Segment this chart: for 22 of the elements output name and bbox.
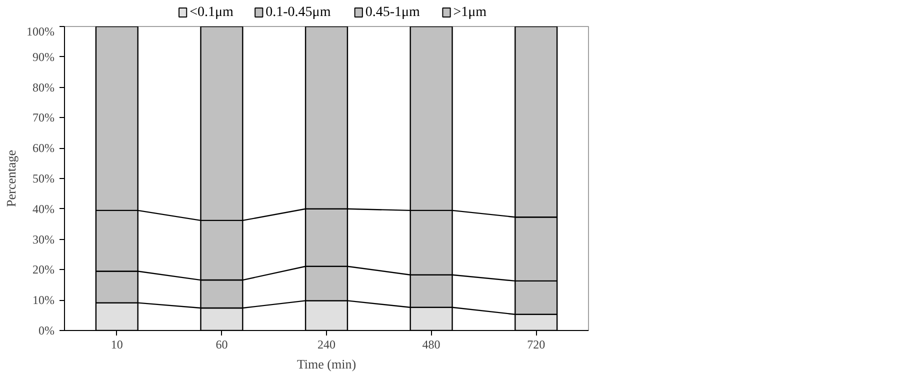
y-tick-label: 10% xyxy=(32,293,55,308)
y-tick-label: 50% xyxy=(32,172,55,186)
legend-label: 0.45-1μm xyxy=(365,5,420,20)
y-tick-label: 60% xyxy=(32,141,55,156)
y-tick-label: 30% xyxy=(32,232,55,246)
x-tick-label: 720 xyxy=(527,338,546,352)
y-tick-label: 0% xyxy=(38,324,55,338)
y-tick-label: 70% xyxy=(32,110,55,125)
legend-label: 0.1-0.45μm xyxy=(266,5,331,20)
x-tick-label: 480 xyxy=(422,338,440,352)
x-tick-label: 240 xyxy=(318,338,336,352)
y-axis-title: Percentage xyxy=(4,150,19,208)
y-tick-label: 40% xyxy=(32,202,55,216)
legend-label: >1μm xyxy=(453,5,487,20)
y-tick-label: 80% xyxy=(32,80,55,94)
x-axis-title: Time (min) xyxy=(296,356,356,372)
y-tick-label: 90% xyxy=(32,50,55,64)
y-tick-label: 20% xyxy=(32,262,55,277)
x-tick-label: 60 xyxy=(216,338,228,352)
legend-label: <0.1μm xyxy=(190,5,234,20)
y-tick-label: 100% xyxy=(26,24,55,38)
x-tick-label: 10 xyxy=(110,338,123,352)
